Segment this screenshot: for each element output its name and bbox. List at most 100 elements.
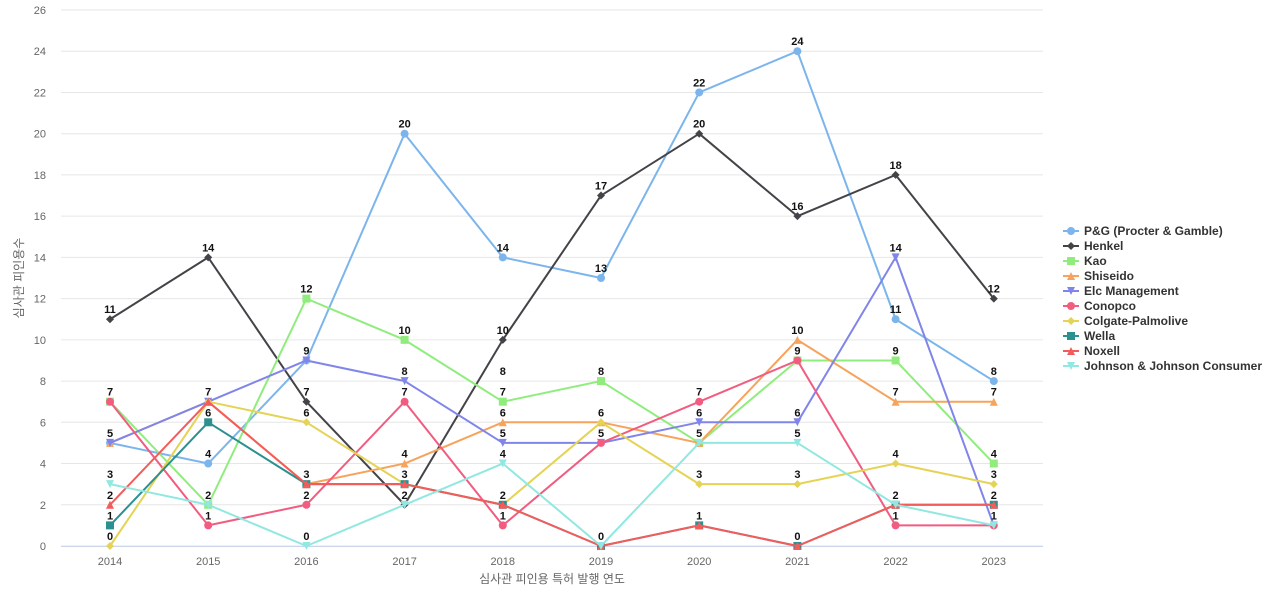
data-point[interactable] [891, 253, 900, 262]
data-point[interactable] [106, 438, 114, 447]
data-point[interactable] [891, 315, 900, 324]
data-point[interactable] [695, 418, 704, 427]
data-point[interactable] [891, 521, 900, 530]
data-point[interactable] [597, 274, 605, 282]
data-point[interactable] [989, 500, 998, 509]
data-point[interactable] [204, 253, 213, 262]
data-point[interactable] [106, 480, 114, 489]
series-line[interactable] [109, 400, 995, 547]
data-point[interactable] [106, 500, 114, 509]
data-point[interactable] [989, 521, 998, 530]
data-point[interactable] [302, 500, 311, 509]
data-point[interactable] [106, 542, 114, 550]
legend-item[interactable]: Wella [1063, 328, 1262, 343]
data-point[interactable] [400, 397, 409, 406]
legend-item[interactable]: Elc Management [1063, 283, 1262, 298]
data-point[interactable] [498, 335, 507, 344]
data-point[interactable] [204, 500, 213, 509]
data-point[interactable] [793, 47, 802, 56]
legend-marker[interactable] [1067, 256, 1075, 265]
legend-item[interactable]: Conopco [1063, 298, 1262, 313]
data-point[interactable] [498, 253, 507, 262]
series-line[interactable] [109, 441, 995, 547]
data-point[interactable] [695, 88, 704, 97]
data-point[interactable] [695, 480, 704, 489]
data-point[interactable] [400, 459, 409, 468]
data-point[interactable] [989, 294, 998, 303]
legend-marker[interactable] [1067, 241, 1075, 250]
data-point[interactable] [597, 377, 605, 386]
legend-marker[interactable] [1067, 316, 1075, 325]
data-point[interactable] [106, 397, 114, 406]
data-point[interactable] [695, 521, 704, 530]
data-point[interactable] [498, 438, 507, 447]
legend-item[interactable]: Shiseido [1063, 268, 1262, 283]
data-point[interactable] [793, 438, 802, 447]
data-point[interactable] [302, 542, 311, 550]
data-point[interactable] [793, 480, 802, 489]
legend-marker[interactable] [1067, 346, 1075, 355]
legend-item[interactable]: P&G (Procter & Gamble) [1063, 223, 1262, 238]
data-point[interactable] [989, 397, 998, 406]
data-point[interactable] [498, 500, 507, 509]
data-point[interactable] [204, 418, 213, 427]
legend-marker[interactable] [1067, 301, 1075, 310]
data-point[interactable] [498, 521, 507, 530]
data-point[interactable] [302, 397, 311, 406]
data-point[interactable] [891, 397, 900, 406]
data-point[interactable] [597, 191, 605, 200]
legend-marker[interactable] [1067, 286, 1075, 295]
data-point[interactable] [302, 294, 311, 303]
data-point[interactable] [989, 480, 998, 489]
data-point[interactable] [891, 170, 900, 179]
data-point[interactable] [106, 315, 114, 324]
data-point[interactable] [204, 521, 213, 530]
data-label: 7 [303, 387, 309, 399]
data-point[interactable] [400, 500, 409, 509]
y-tick-label: 26 [34, 5, 46, 17]
data-point[interactable] [597, 438, 605, 447]
data-point[interactable] [498, 459, 507, 468]
legend-marker[interactable] [1067, 361, 1075, 370]
legend-marker[interactable] [1067, 226, 1075, 235]
legend-item[interactable]: Kao [1063, 253, 1262, 268]
data-point[interactable] [989, 459, 998, 468]
series-line[interactable] [109, 359, 995, 527]
data-point[interactable] [989, 377, 998, 386]
data-point[interactable] [204, 459, 213, 468]
series-line[interactable] [109, 256, 995, 527]
legend-item[interactable]: Noxell [1063, 343, 1262, 358]
x-tick-label: 2015 [196, 556, 220, 568]
data-point[interactable] [302, 356, 311, 365]
data-point[interactable] [597, 542, 605, 550]
data-point[interactable] [302, 418, 311, 427]
data-point[interactable] [793, 542, 802, 550]
data-point[interactable] [891, 500, 900, 509]
data-point[interactable] [891, 356, 900, 365]
data-point[interactable] [695, 129, 704, 138]
data-point[interactable] [891, 459, 900, 468]
legend-marker[interactable] [1067, 331, 1075, 340]
legend-item[interactable]: Johnson & Johnson Consumer [1063, 358, 1262, 373]
data-point[interactable] [695, 397, 704, 406]
data-point[interactable] [498, 397, 507, 406]
data-point[interactable] [793, 212, 802, 221]
legend-item[interactable]: Colgate-Palmolive [1063, 313, 1262, 328]
data-point[interactable] [400, 335, 409, 344]
data-point[interactable] [793, 356, 802, 365]
data-point[interactable] [302, 480, 311, 489]
data-point[interactable] [400, 377, 409, 386]
data-point[interactable] [498, 418, 507, 427]
data-point[interactable] [106, 521, 114, 530]
series-line[interactable] [109, 297, 995, 506]
data-point[interactable] [400, 480, 409, 489]
data-point[interactable] [793, 418, 802, 427]
data-point[interactable] [400, 129, 409, 138]
data-point[interactable] [597, 418, 605, 427]
legend-marker[interactable] [1067, 271, 1075, 280]
series-line[interactable] [109, 132, 995, 506]
data-point[interactable] [695, 438, 704, 447]
data-point[interactable] [793, 335, 802, 344]
legend-item[interactable]: Henkel [1063, 238, 1262, 253]
data-point[interactable] [204, 397, 213, 406]
